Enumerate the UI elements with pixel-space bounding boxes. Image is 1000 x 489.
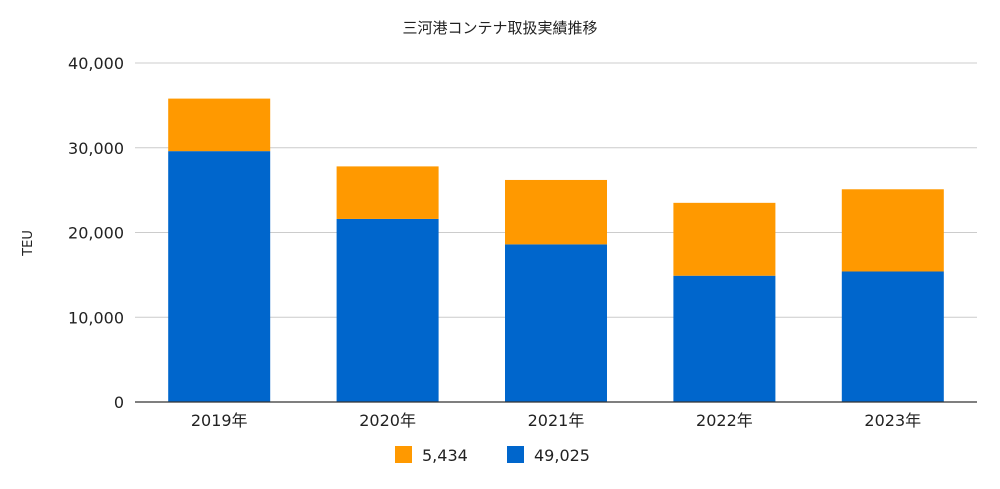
legend-swatch <box>507 446 524 463</box>
x-tick-label: 2022年 <box>696 411 753 430</box>
y-tick-label: 0 <box>114 393 124 412</box>
bar-segment <box>336 166 439 219</box>
bar-segment <box>168 151 271 402</box>
y-tick-label: 30,000 <box>68 139 124 158</box>
bar-segment <box>168 98 271 152</box>
bar-segment <box>336 218 439 402</box>
x-tick-label: 2021年 <box>528 411 585 430</box>
legend-label: 5,434 <box>422 446 468 465</box>
x-tick-label: 2023年 <box>864 411 921 430</box>
bar-segment <box>505 179 607 245</box>
chart-title: 三河港コンテナ取扱実績推移 <box>402 19 597 37</box>
bar-segment <box>841 271 944 402</box>
bars <box>168 98 944 402</box>
x-tick-label: 2020年 <box>359 411 416 430</box>
x-tick-label: 2019年 <box>191 411 248 430</box>
y-tick-label: 40,000 <box>68 54 124 73</box>
y-tick-labels: 0 10,000 20,000 30,000 40,000 <box>68 54 124 412</box>
bar-segment <box>673 275 776 402</box>
bar-segment <box>841 189 944 272</box>
legend-swatch <box>395 446 412 463</box>
y-tick-label: 20,000 <box>68 224 124 243</box>
x-tick-labels: 2019年 2020年 2021年 2022年 2023年 <box>191 411 921 430</box>
bar-segment <box>505 244 607 402</box>
legend-label: 49,025 <box>534 446 590 465</box>
y-axis-label: TEU <box>21 230 36 257</box>
legend: 5,434 49,025 <box>395 446 590 465</box>
bar-segment <box>673 202 776 276</box>
y-tick-label: 10,000 <box>68 308 124 327</box>
